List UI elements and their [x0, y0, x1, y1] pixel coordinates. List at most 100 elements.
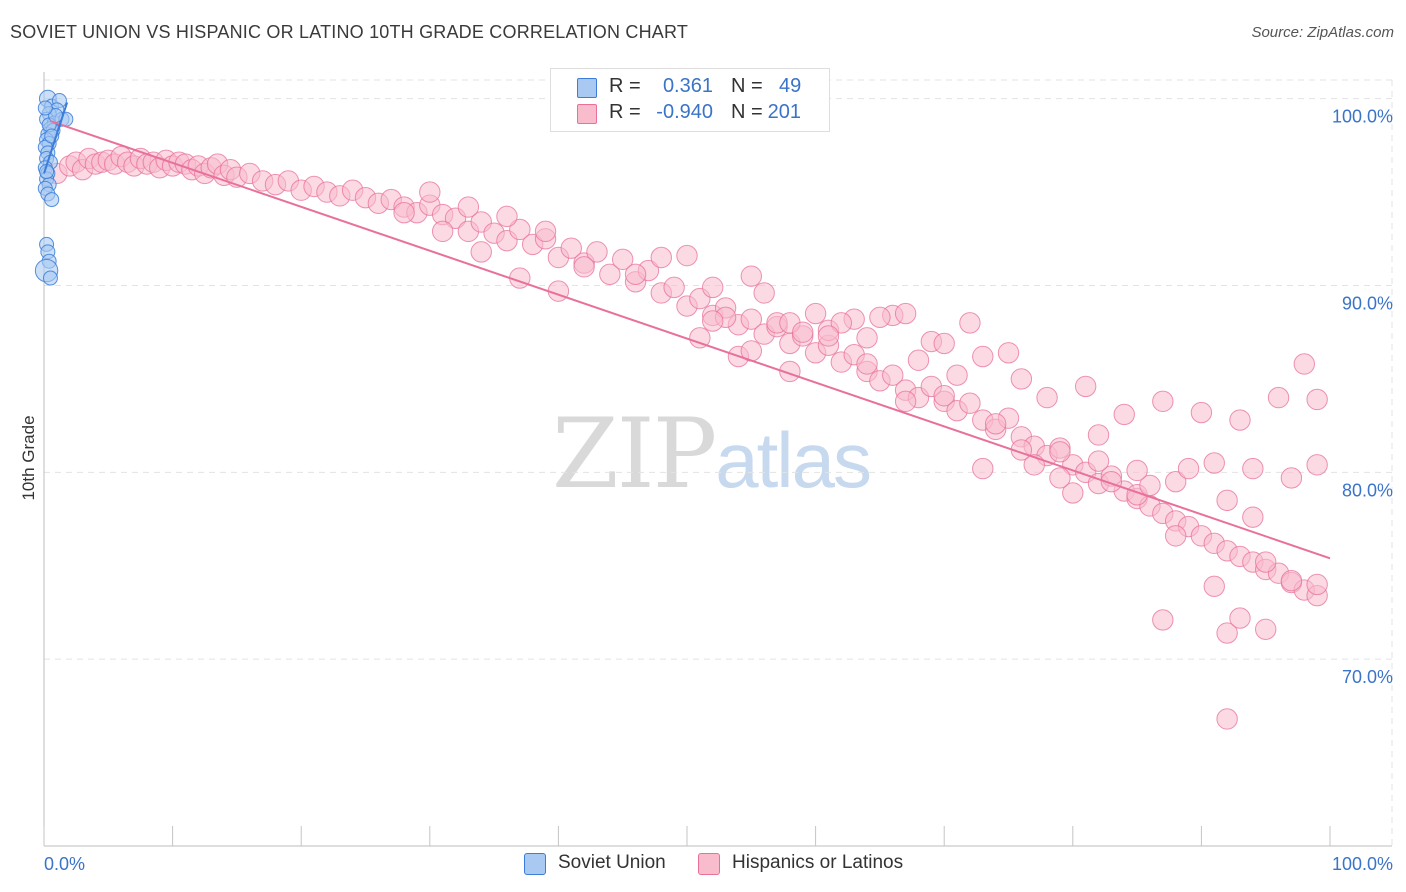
hispanic-point	[1152, 390, 1174, 413]
hispanic-point	[624, 263, 647, 286]
data-points	[34, 89, 1328, 730]
hispanic-point	[753, 282, 775, 304]
hispanic-point	[972, 457, 994, 480]
hispanic-point	[1010, 368, 1033, 390]
hispanic-point	[959, 312, 981, 334]
hispanic-point	[1216, 489, 1238, 512]
hispanic-point	[650, 246, 672, 269]
watermark-atlas: atlas	[715, 416, 872, 504]
watermark: ZIPatlas	[552, 398, 872, 510]
hispanic-point	[1229, 409, 1251, 431]
hispanic-point	[1267, 386, 1290, 409]
hispanic-trend-line	[50, 120, 1331, 560]
hispanic-point	[1100, 470, 1123, 493]
hispanic-point	[856, 353, 878, 375]
hispanic-point	[1164, 525, 1187, 547]
hispanic-point	[470, 241, 492, 263]
hispanic-point	[869, 306, 891, 328]
n-label: N =	[731, 101, 763, 123]
legend-row-hispanic: R = -0.940 N = 201	[551, 101, 829, 127]
r-value: -0.940	[656, 101, 713, 123]
hispanic-point	[1280, 467, 1303, 489]
hispanic-point	[1229, 607, 1251, 629]
hispanic-point	[1049, 441, 1071, 463]
source-label: Source: ZipAtlas.com	[1251, 24, 1394, 41]
legend-label: Hispanics or Latinos	[732, 852, 904, 873]
hispanic-point	[534, 220, 557, 243]
hispanic-point	[740, 265, 762, 287]
x-tick-label: 0.0%	[44, 854, 85, 874]
soviet-trend-line	[43, 102, 69, 174]
hispanic-point	[1306, 454, 1328, 476]
hispanic-point	[1306, 388, 1328, 411]
hispanic-point	[599, 263, 621, 286]
axis-labels: 70.0% 80.0% 90.0% 100.0% 0.0% 100.0% 10th Grad…	[19, 107, 1393, 874]
hispanic-point	[1177, 457, 1200, 480]
hispanic-point	[689, 327, 711, 349]
chart-title: SOVIET UNION VS HISPANIC OR LATINO 10TH …	[10, 22, 689, 42]
hispanic-point	[972, 345, 994, 368]
legend-label: Soviet Union	[558, 852, 666, 873]
x-tick-label: 100.0%	[1332, 854, 1393, 874]
r-label: R =	[609, 101, 641, 123]
hispanic-point	[1306, 573, 1328, 596]
hispanic-point	[933, 385, 955, 407]
hispanic-point	[1164, 470, 1187, 493]
y-tick-label: 100.0%	[1332, 107, 1393, 127]
hispanic-point	[1113, 403, 1135, 426]
hispanic-point	[1216, 708, 1238, 730]
hispanic-point	[1139, 474, 1161, 497]
hispanic-point	[702, 276, 724, 299]
hispanic-point	[1087, 424, 1110, 446]
hispanic-point	[1242, 506, 1264, 528]
hispanic-point	[509, 218, 531, 241]
soviet-point	[37, 100, 53, 116]
hispanic-point	[856, 327, 878, 349]
hispanic-point	[1190, 401, 1213, 424]
hispanic-point	[1203, 452, 1225, 474]
hispanic-point	[1049, 467, 1071, 489]
hispanic-point	[586, 241, 608, 263]
hispanic-point	[663, 276, 685, 299]
hispanic-point	[393, 201, 415, 224]
hispanic-point	[882, 364, 904, 386]
hispanic-point	[457, 196, 480, 218]
hispanic-point	[1255, 551, 1277, 573]
y-tick-label: 70.0%	[1342, 667, 1393, 687]
n-value: 201	[767, 101, 801, 123]
hispanic-point	[419, 181, 441, 203]
hispanic-point	[547, 280, 570, 302]
hispanic-point	[997, 342, 1020, 364]
hispanic-point	[894, 390, 917, 413]
series-legend: Soviet Union Hispanics or Latinos	[0, 852, 1406, 878]
hispanic-point	[1242, 457, 1264, 480]
r-value: 0.361	[662, 75, 713, 97]
hispanic-point	[560, 237, 582, 259]
hispanic-point	[1087, 450, 1110, 472]
hispanic-point	[1216, 622, 1238, 644]
correlation-legend: R = 0.361 N = 49 R = -0.940 N = 201	[550, 68, 830, 132]
hispanic-point	[907, 349, 930, 371]
hispanic-point	[740, 308, 762, 330]
soviet-swatch	[524, 853, 546, 875]
watermark-zip: ZIP	[552, 398, 717, 510]
hispanic-point	[830, 312, 853, 334]
hispanic-point	[804, 302, 827, 325]
soviet-point	[44, 192, 60, 208]
hispanic-point	[702, 310, 724, 332]
hispanic-point	[1280, 570, 1303, 592]
hispanic-point	[933, 332, 955, 355]
y-tick-label: 80.0%	[1342, 480, 1393, 500]
hispanic-point	[612, 248, 634, 271]
hispanic-point	[894, 302, 917, 325]
y-axis-label: 10th Grade	[19, 415, 38, 500]
hispanic-point	[984, 413, 1007, 435]
hispanic-point	[817, 325, 840, 347]
hispanic-point	[792, 321, 814, 343]
n-label: N =	[731, 75, 763, 97]
hispanic-point	[431, 220, 454, 243]
hispanic-point	[1293, 353, 1315, 375]
hispanic-point	[573, 256, 595, 278]
hispanic-point	[946, 364, 968, 386]
